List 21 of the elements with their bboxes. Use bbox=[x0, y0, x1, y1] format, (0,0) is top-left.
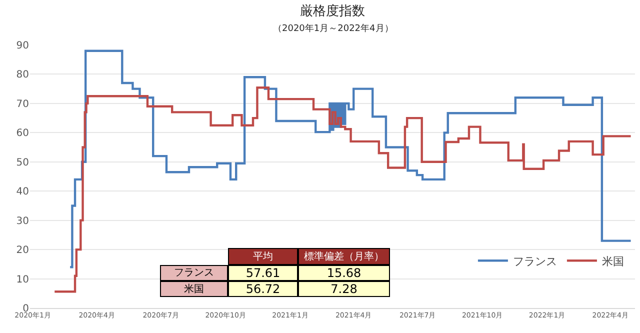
annotation: 57.61 bbox=[246, 266, 280, 280]
annotation: 米国 bbox=[184, 283, 204, 295]
legend-label: フランス bbox=[512, 254, 557, 268]
legend-label: 米国 bbox=[602, 254, 624, 268]
chart-subtitle: （2020年1月～2022年4月） bbox=[273, 23, 394, 34]
y-tick-label: 40 bbox=[16, 186, 29, 198]
y-tick-label: 60 bbox=[16, 128, 29, 140]
annotation: 7.28 bbox=[330, 282, 358, 296]
y-tick-label: 70 bbox=[16, 98, 29, 110]
y-tick-label: 20 bbox=[16, 245, 29, 256]
chart-title: 厳格度指数 bbox=[300, 3, 365, 19]
y-tick-label: 50 bbox=[16, 157, 29, 168]
annotation: 標準偏差（月率） bbox=[304, 250, 384, 262]
annotation: 56.72 bbox=[246, 282, 280, 296]
annotation: 15.68 bbox=[326, 266, 362, 280]
annotation: 平均 bbox=[253, 250, 273, 262]
y-tick-label: 10 bbox=[16, 274, 29, 286]
y-tick-label: 30 bbox=[16, 216, 29, 227]
y-tick-label: 80 bbox=[16, 70, 29, 81]
y-tick-label: 90 bbox=[16, 40, 29, 52]
annotation: フランス bbox=[174, 268, 214, 278]
